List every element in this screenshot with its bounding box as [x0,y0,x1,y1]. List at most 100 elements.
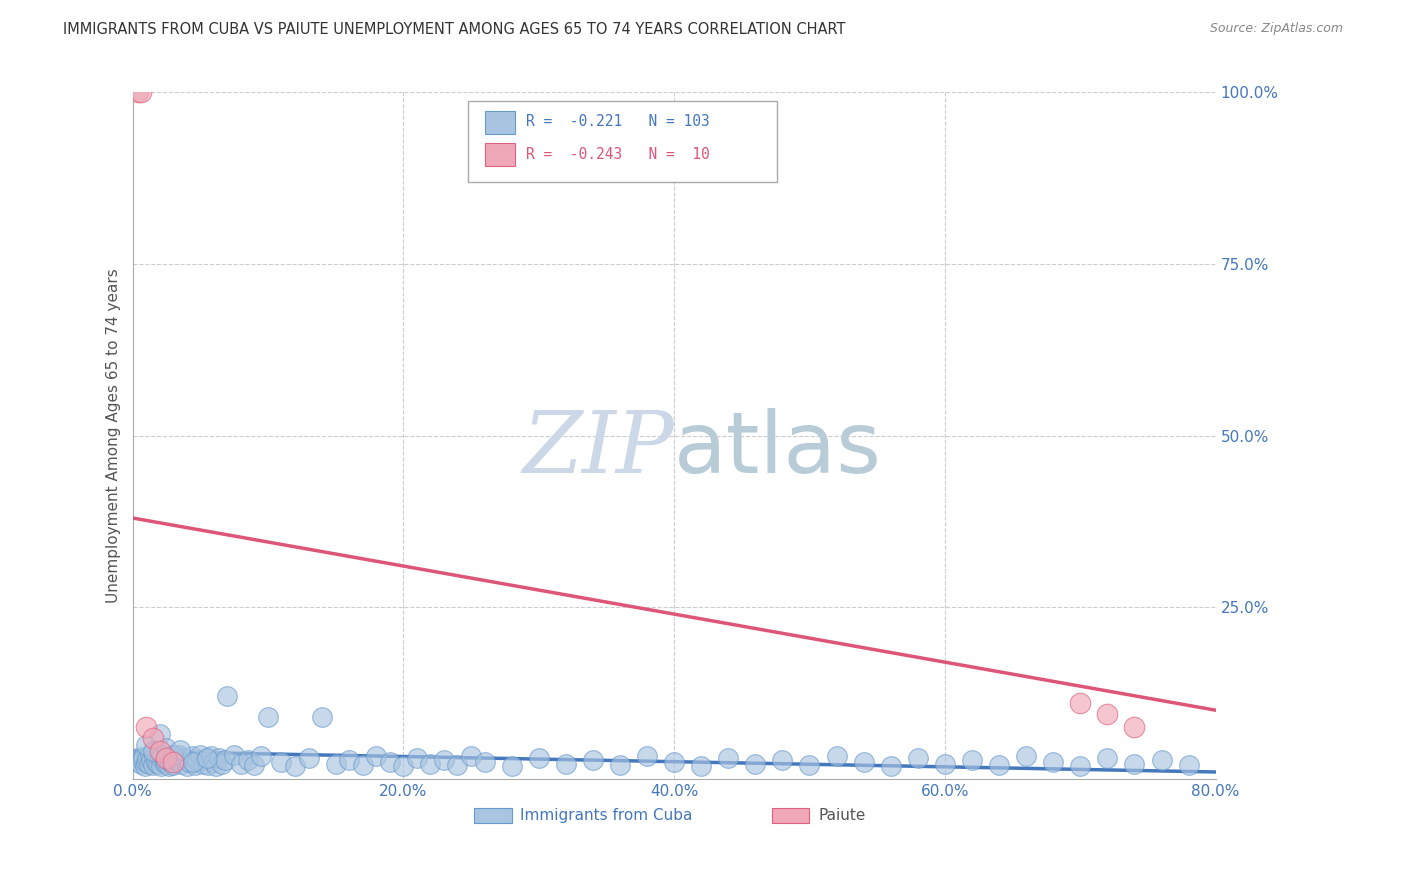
Point [162,755,184,769]
Point [1015,749,1038,764]
Point [197,758,219,772]
Point [208,751,231,765]
Point [160,749,183,764]
Point [155,756,177,771]
Point [135,755,157,769]
Point [195,751,218,765]
Point [419,756,441,771]
Text: atlas: atlas [673,408,882,491]
Point [270,755,292,769]
Point [1097,706,1119,721]
Point [960,753,983,767]
Text: R =  -0.243   N =  10: R = -0.243 N = 10 [526,146,710,161]
Point [142,758,165,772]
Point [609,758,631,772]
Point [257,710,280,724]
Point [211,756,233,771]
Point [852,755,875,769]
Point [690,759,713,773]
Text: Paiute: Paiute [818,808,866,823]
Point [460,749,482,764]
Point [501,759,523,773]
Bar [772,808,810,823]
Point [169,743,191,757]
Point [128,755,150,769]
Point [145,755,167,769]
Point [183,755,205,769]
Text: IMMIGRANTS FROM CUBA VS PAIUTE UNEMPLOYMENT AMONG AGES 65 TO 74 YEARS CORRELATIO: IMMIGRANTS FROM CUBA VS PAIUTE UNEMPLOYM… [63,22,846,37]
Point [142,731,165,745]
Point [173,751,195,765]
Point [214,753,236,767]
Point [150,747,173,762]
Point [1042,755,1064,769]
Point [366,749,388,764]
Text: ZIP: ZIP [522,408,673,491]
Point [825,749,848,764]
Point [217,690,239,704]
Point [152,755,174,769]
Point [167,747,190,762]
Point [229,756,252,771]
Point [284,759,307,773]
Point [186,753,208,767]
Point [311,710,333,724]
Point [202,755,225,769]
Point [134,759,156,773]
Point [142,744,165,758]
FancyBboxPatch shape [468,101,778,182]
Point [337,753,360,767]
Point [392,759,415,773]
Point [162,747,184,762]
Text: R =  -0.221   N = 103: R = -0.221 N = 103 [526,114,710,129]
Point [146,744,169,758]
Point [179,755,201,769]
Point [132,750,155,764]
Point [194,753,217,767]
Point [770,753,793,767]
Point [127,86,149,100]
Point [125,751,148,765]
Point [446,758,468,772]
Point [250,749,273,764]
Point [907,751,929,765]
Point [141,753,163,767]
Point [636,749,658,764]
Point [148,744,170,758]
Point [153,753,176,767]
Y-axis label: Unemployment Among Ages 65 to 74 years: Unemployment Among Ages 65 to 74 years [107,268,121,603]
Point [744,756,766,771]
Point [1097,751,1119,765]
Point [155,741,177,756]
Point [148,727,170,741]
Point [165,753,187,767]
Point [662,755,685,769]
Point [135,720,157,734]
Text: Immigrants from Cuba: Immigrants from Cuba [520,808,693,823]
Point [129,756,152,771]
Bar [485,143,515,166]
Point [139,747,162,762]
Point [405,751,427,765]
Point [191,756,214,771]
Point [157,759,180,773]
Text: Source: ZipAtlas.com: Source: ZipAtlas.com [1209,22,1343,36]
Point [582,753,605,767]
Point [159,755,181,769]
Point [200,749,222,764]
Point [136,751,159,765]
Point [352,758,374,772]
Point [148,751,170,765]
Point [148,756,170,771]
Point [474,755,496,769]
Point [934,756,956,771]
Point [297,751,319,765]
Point [433,753,456,767]
Point [176,759,198,773]
Point [1123,720,1146,734]
Point [205,759,228,773]
Point [236,753,259,767]
Point [170,756,193,771]
Point [799,758,821,772]
Point [1177,758,1199,772]
